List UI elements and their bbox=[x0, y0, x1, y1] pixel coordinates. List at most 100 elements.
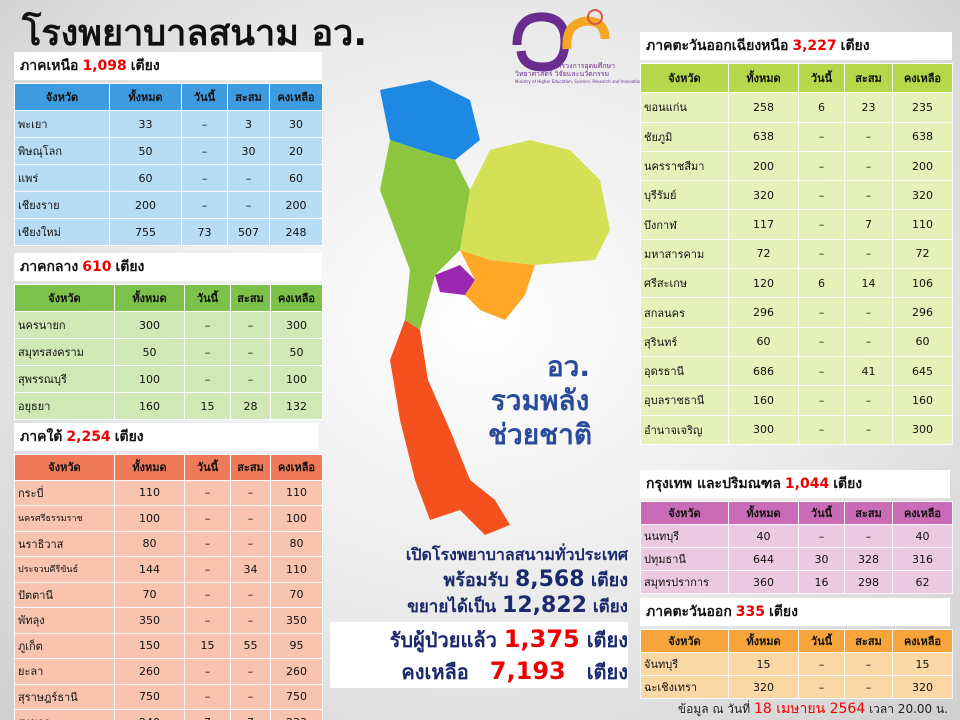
cell: 34 bbox=[230, 556, 271, 583]
region-count: 610 bbox=[82, 259, 112, 275]
column-header: วันนี้ bbox=[184, 284, 231, 312]
cell: 100 bbox=[114, 365, 185, 393]
cell: – bbox=[798, 355, 845, 387]
cell: 132 bbox=[270, 392, 323, 420]
cell: – bbox=[230, 365, 271, 393]
cell: – bbox=[184, 505, 231, 532]
province: แพร่ bbox=[14, 164, 110, 192]
region-table: จังหวัด ทั้งหมด วันนี้ สะสม คงเหลือ นนทบุรี 40… bbox=[640, 501, 953, 594]
province: นนทบุรี bbox=[640, 524, 729, 548]
table-row: นครนายก 300– –300 bbox=[14, 311, 323, 339]
region-title: ภาคตะวันออก 335 เตียง bbox=[640, 598, 950, 626]
slogan-line: รวมพลัง bbox=[490, 384, 590, 417]
table-header: จังหวัด ทั้งหมด วันนี้ สะสม คงเหลือ bbox=[640, 501, 953, 525]
province: นราธิวาส bbox=[14, 530, 115, 557]
cell: 41 bbox=[844, 355, 893, 387]
cell: – bbox=[181, 191, 228, 219]
logo-line: กระทรวงการอุดมศึกษา bbox=[545, 62, 615, 70]
column-header: คงเหลือ bbox=[892, 62, 953, 94]
column-header: คงเหลือ bbox=[892, 501, 953, 525]
cell: 248 bbox=[269, 218, 323, 246]
province: พัทลุง bbox=[14, 607, 115, 634]
region-count: 3,227 bbox=[792, 38, 837, 54]
province: มหาสารคาม bbox=[640, 238, 729, 270]
table-header: จังหวัด ทั้งหมด วันนี้ สะสม คงเหลือ bbox=[640, 629, 953, 653]
cell: 50 bbox=[270, 338, 323, 366]
cell: 62 bbox=[892, 570, 953, 594]
cell: 350 bbox=[270, 607, 323, 634]
slogan: อว. รวมพลัง ช่วยชาติ bbox=[460, 350, 620, 452]
footer-date: 18 เมษายน 2564 bbox=[754, 701, 866, 717]
cell: – bbox=[184, 365, 231, 393]
cell: 300 bbox=[892, 414, 953, 445]
value: 12,822 bbox=[502, 593, 587, 618]
province: สุรินทร์ bbox=[640, 326, 729, 357]
cell: 100 bbox=[270, 365, 323, 393]
cell: – bbox=[184, 311, 231, 339]
table-row: พะเยา 33–3 30 bbox=[14, 110, 323, 138]
region-count: 1,098 bbox=[82, 58, 127, 74]
province: ปัตตานี bbox=[14, 581, 115, 608]
cell: 70 bbox=[114, 581, 185, 608]
column-header: คงเหลือ bbox=[270, 284, 323, 312]
region-title: ภาคใต้ 2,254 เตียง bbox=[14, 423, 318, 451]
cell: 60 bbox=[728, 326, 799, 357]
cell: 200 bbox=[109, 191, 182, 219]
province: สมุทรสงคราม bbox=[14, 338, 115, 366]
region-unit: เตียง bbox=[833, 476, 863, 492]
table-row: กระบี่ 110– –110 bbox=[14, 479, 323, 506]
cell: – bbox=[798, 652, 845, 676]
cell: – bbox=[844, 675, 893, 699]
cell: 240 bbox=[114, 709, 185, 720]
column-header: สะสม bbox=[844, 629, 893, 653]
cell: 60 bbox=[269, 164, 323, 192]
cell: 72 bbox=[728, 238, 799, 270]
cell: 14 bbox=[844, 268, 893, 299]
column-header: จังหวัด bbox=[14, 284, 115, 312]
province: นครศรีธรรมราช bbox=[14, 505, 115, 532]
cell: 320 bbox=[728, 180, 799, 211]
cell: 80 bbox=[270, 530, 323, 557]
region-name: ภาคตะวันออกเฉียงหนือ bbox=[646, 38, 789, 54]
province: เชียงราย bbox=[14, 191, 110, 219]
cell: – bbox=[230, 658, 271, 685]
cell: 316 bbox=[892, 547, 953, 571]
label: คงเหลือ bbox=[401, 660, 469, 684]
table-row: นนทบุรี 40– –40 bbox=[640, 524, 953, 548]
column-header: สะสม bbox=[844, 501, 893, 525]
cell: – bbox=[798, 180, 845, 211]
column-header: คงเหลือ bbox=[269, 83, 323, 111]
cell: 70 bbox=[270, 581, 323, 608]
table-row: อยุธยา 160 15 28 132 bbox=[14, 392, 323, 420]
cell: 150 bbox=[114, 632, 185, 659]
cell: 320 bbox=[892, 180, 953, 211]
province: สมุทรปราการ bbox=[640, 570, 729, 594]
region-unit: เตียง bbox=[130, 58, 160, 74]
column-header: คงเหลือ bbox=[892, 629, 953, 653]
cell: 7 bbox=[184, 709, 231, 720]
cell: – bbox=[184, 556, 231, 583]
cell: 160 bbox=[728, 385, 799, 416]
province: ชัยภูมิ bbox=[640, 121, 729, 152]
summary-admitted: รับผู้ป่วยแล้ว 1,375 เตียง bbox=[390, 624, 628, 656]
cell: 298 bbox=[844, 570, 893, 594]
cell: – bbox=[798, 675, 845, 699]
column-header: วันนี้ bbox=[184, 454, 231, 481]
cell: 7 bbox=[230, 709, 271, 720]
cell: 117 bbox=[728, 209, 799, 240]
region-title: ภาคตะวันออกเฉียงหนือ 3,227 เตียง bbox=[640, 32, 952, 60]
column-header: คงเหลือ bbox=[270, 454, 323, 481]
region-table: จังหวัด ทั้งหมด วันนี้ สะสม คงเหลือ นครนายก 30… bbox=[14, 284, 323, 420]
summary-intro: เปิดโรงพยาบาลสนามทั่วประเทศ bbox=[405, 545, 628, 564]
region-unit: เตียง bbox=[840, 38, 870, 54]
cell: – bbox=[230, 311, 271, 339]
label: พร้อมรับ bbox=[443, 570, 509, 591]
cell: 686 bbox=[728, 355, 799, 387]
region-count: 2,254 bbox=[66, 429, 111, 445]
cell: 73 bbox=[181, 218, 228, 246]
cell: 16 bbox=[798, 570, 845, 594]
cell: – bbox=[844, 150, 893, 182]
table-row: สมุทรสงคราม 50– –50 bbox=[14, 338, 323, 366]
cell: 200 bbox=[892, 150, 953, 182]
summary-box bbox=[330, 622, 628, 688]
